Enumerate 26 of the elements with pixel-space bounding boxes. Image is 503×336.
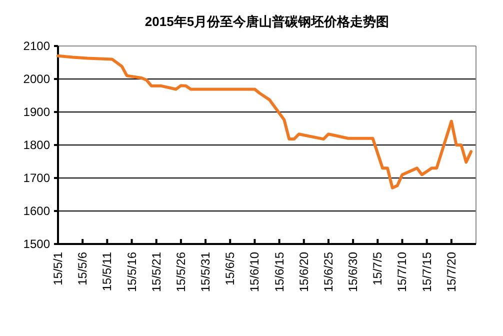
- x-tick-label: 15/5/1: [51, 252, 65, 286]
- x-tick-label: 15/7/5: [370, 252, 385, 286]
- x-tick-label: 15/5/21: [149, 252, 164, 292]
- x-tick-label: 15/6/15: [272, 252, 286, 292]
- y-tick-label: 2100: [23, 39, 50, 53]
- x-tick-label: 15/6/25: [321, 252, 336, 292]
- x-tick-label: 15/7/20: [444, 252, 458, 292]
- line-series: [56, 54, 473, 190]
- x-tick-label: 15/7/10: [395, 252, 410, 292]
- x-tick-label: 15/5/26: [174, 252, 188, 292]
- x-tick-label: 15/5/6: [76, 252, 90, 286]
- x-tick-label: 15/5/16: [124, 252, 139, 292]
- x-tick-label: 15/5/11: [100, 252, 114, 292]
- x-tick-label: 15/5/31: [198, 252, 213, 292]
- y-tick-label: 1900: [23, 105, 50, 119]
- x-tick-label: 15/6/30: [346, 252, 360, 292]
- y-tick-label: 1600: [23, 204, 50, 218]
- x-tick-label: 15/6/10: [248, 252, 262, 292]
- x-tick-label: 15/6/20: [296, 252, 311, 292]
- y-tick-label: 1800: [23, 138, 50, 152]
- x-tick-label: 15/7/15: [420, 252, 434, 292]
- y-tick-label: 1500: [23, 237, 50, 251]
- y-tick-label: 2000: [23, 72, 50, 86]
- chart-title: 2015年5月份至今唐山普碳钢坯价格走势图: [144, 14, 390, 29]
- y-tick-label: 1700: [23, 171, 50, 185]
- x-tick-label: 15/6/5: [223, 252, 238, 286]
